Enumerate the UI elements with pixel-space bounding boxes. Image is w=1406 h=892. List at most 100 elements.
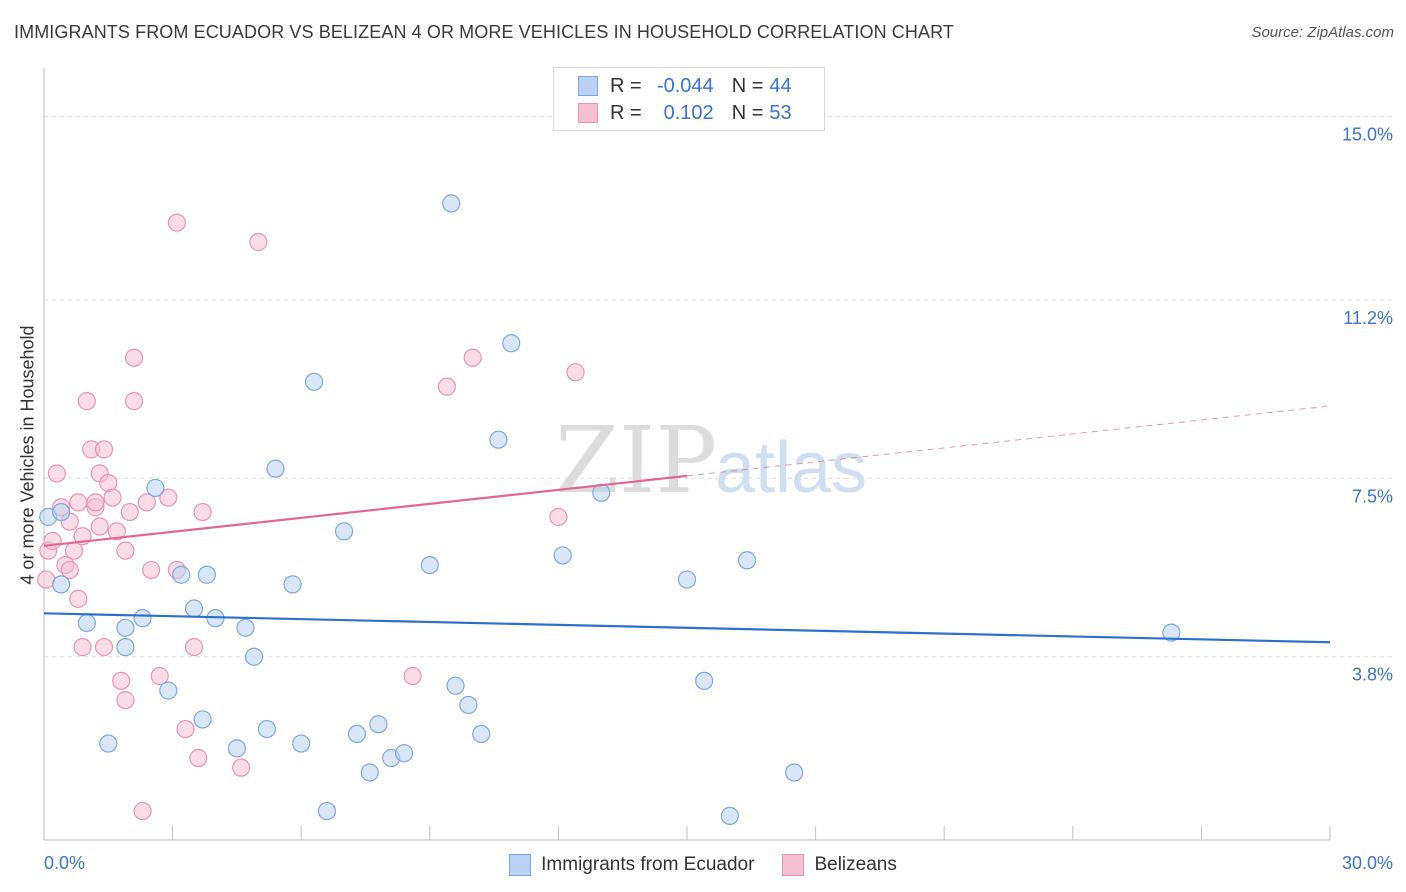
belizean-point (120, 502, 139, 522)
belizean-point (69, 589, 88, 608)
ecuador-point (283, 575, 302, 594)
legend-swatch-blue (578, 76, 598, 96)
y-tick-label: 15.0% (1342, 125, 1393, 145)
ecuador-point (317, 801, 337, 821)
belizean-point (43, 531, 62, 551)
axes (43, 68, 1331, 841)
belizean-point (193, 502, 212, 522)
ecuador-point (52, 502, 71, 522)
legend-item-ecuador: Immigrants from Ecuador (509, 854, 754, 876)
belizean-point (107, 522, 126, 541)
ecuador-point (146, 478, 165, 498)
tick-labels: 3.8% 7.5% 11.2% 15.0% 0.0% 30.0% (44, 125, 1393, 873)
trend-lines (43, 405, 1331, 644)
belizean-point (566, 363, 585, 382)
belizeans-trend-extension (686, 405, 1331, 477)
belizean-point (403, 666, 422, 686)
belizean-point (37, 570, 56, 589)
ecuador-point (785, 763, 804, 782)
x-tick-label: 30.0% (1342, 853, 1393, 873)
ecuador-point (720, 806, 739, 825)
belizean-point (249, 232, 268, 252)
ecuador-point (442, 194, 461, 213)
ecuador-point (227, 739, 246, 758)
ecuador-point (172, 565, 191, 584)
ecuador-point (116, 637, 135, 657)
r-label: R = (610, 74, 642, 97)
correlation-legend: R = -0.044 N = 44 R = 0.102 N = 53 (553, 67, 825, 131)
legend-label-belizeans: Belizeans (814, 854, 897, 875)
legend-row-ecuador: R = -0.044 N = 44 (578, 73, 792, 99)
ecuador-point (197, 565, 216, 584)
belizean-point (90, 517, 109, 536)
ecuador-point (236, 618, 255, 637)
belizean-point (112, 671, 131, 690)
n-label: N = (731, 74, 764, 97)
belizean-point (142, 560, 161, 580)
legend-swatch-pink (578, 103, 598, 123)
n-value: 44 (769, 74, 792, 97)
ecuador-point (116, 618, 135, 637)
belizean-point (77, 392, 96, 411)
ecuador-point (472, 724, 491, 743)
ecuador-point (159, 681, 178, 700)
ecuador-point (244, 647, 264, 666)
legend-item-belizeans: Belizeans (782, 854, 897, 876)
ecuador-point (133, 609, 152, 628)
belizean-point (103, 488, 122, 507)
belizean-point (137, 493, 156, 512)
belizean-point (86, 493, 105, 512)
belizean-point (60, 560, 79, 580)
ecuador-point (369, 715, 388, 734)
belizean-point (549, 507, 568, 526)
ecuador-point (1162, 623, 1181, 642)
series-legend: Immigrants from Ecuador Belizeans (0, 852, 1406, 878)
legend-swatch-blue (509, 854, 532, 876)
ecuador-point (292, 734, 311, 753)
ecuador-point (347, 724, 367, 743)
belizean-point (94, 440, 114, 459)
belizean-point (437, 377, 457, 396)
belizean-point (94, 637, 114, 657)
ecuador-point (77, 613, 96, 633)
ecuador-point (304, 372, 324, 391)
belizeans-points (37, 213, 585, 821)
ecuador-point (553, 546, 572, 565)
belizean-point (189, 748, 208, 768)
ecuador-point (502, 334, 521, 353)
y-tick-label: 3.8% (1352, 665, 1393, 685)
ecuador-point (99, 734, 118, 753)
r-label: R = (610, 101, 642, 124)
ecuador-point (193, 710, 212, 729)
belizean-point (124, 392, 144, 411)
gridlines (44, 116, 1392, 658)
belizean-point (73, 637, 92, 657)
ecuador-point (266, 459, 285, 478)
ecuador-point (184, 599, 204, 618)
watermark: ZIP atlas (555, 407, 867, 514)
r-value: -0.044 (656, 74, 714, 97)
x-tick-label: 0.0% (44, 853, 85, 873)
belizean-point (232, 758, 251, 777)
belizean-point (116, 541, 135, 560)
belizean-point (463, 348, 482, 367)
belizean-point (159, 488, 178, 507)
n-value: 53 (769, 101, 792, 124)
ecuador-point (334, 522, 354, 541)
belizean-point (176, 719, 195, 739)
ecuador-point (420, 556, 439, 575)
ecuador-point (737, 551, 757, 570)
ecuador-point (446, 676, 465, 695)
belizean-point (69, 493, 88, 512)
ecuador-point (677, 570, 697, 589)
belizean-point (133, 801, 152, 821)
ecuador-point (489, 430, 508, 449)
ecuador-point (257, 719, 277, 739)
ecuador-point (695, 671, 714, 690)
ecuador-point (394, 744, 414, 763)
chart-title: IMMIGRANTS FROM ECUADOR VS BELIZEAN 4 OR… (14, 22, 954, 42)
ecuador-trend-line (43, 612, 1331, 644)
belizean-point (124, 348, 144, 367)
belizeans-trend-line (43, 474, 688, 547)
belizean-point (184, 637, 204, 657)
